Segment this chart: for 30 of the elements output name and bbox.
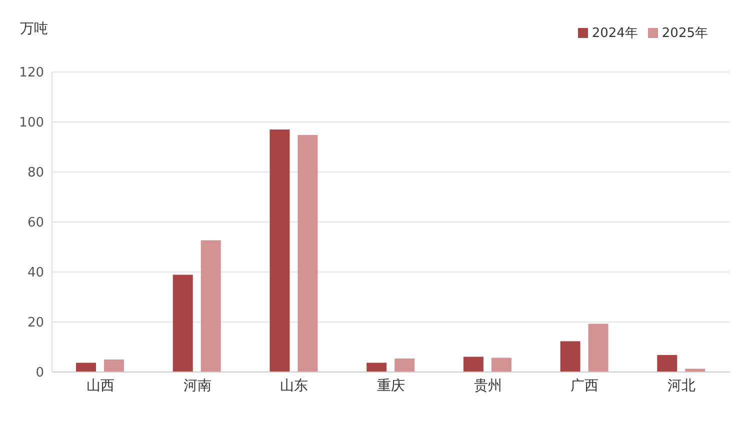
bar [104, 360, 124, 372]
legend-label: 2024年 [592, 26, 638, 41]
x-tick-label: 广西 [570, 378, 599, 394]
x-tick-label: 重庆 [377, 378, 405, 394]
x-tick-label: 河南 [183, 378, 212, 394]
y-tick-label: 60 [27, 216, 44, 231]
x-tick-label: 贵州 [474, 378, 502, 394]
bar [200, 240, 221, 372]
y-tick-label: 20 [27, 316, 44, 331]
x-tick-label: 山东 [280, 378, 308, 394]
bar [588, 324, 608, 372]
x-tick-label: 山西 [86, 378, 114, 394]
bar [491, 358, 512, 372]
y-tick-label: 40 [27, 266, 44, 281]
y-tick-label: 120 [19, 66, 44, 81]
bar [270, 130, 290, 372]
bar [560, 341, 580, 372]
bar [394, 358, 415, 372]
bar [657, 355, 678, 372]
bar [366, 362, 387, 372]
y-axis-title: 万吨 [20, 20, 48, 38]
y-tick-label: 0 [36, 366, 44, 381]
y-tick-label: 100 [19, 116, 44, 131]
legend-label: 2025年 [662, 26, 708, 41]
x-tick-label: 河北 [668, 378, 696, 394]
bar [172, 274, 193, 372]
bar [298, 135, 318, 372]
y-tick-label: 80 [27, 166, 44, 181]
bar [463, 356, 484, 372]
bar [76, 362, 96, 372]
